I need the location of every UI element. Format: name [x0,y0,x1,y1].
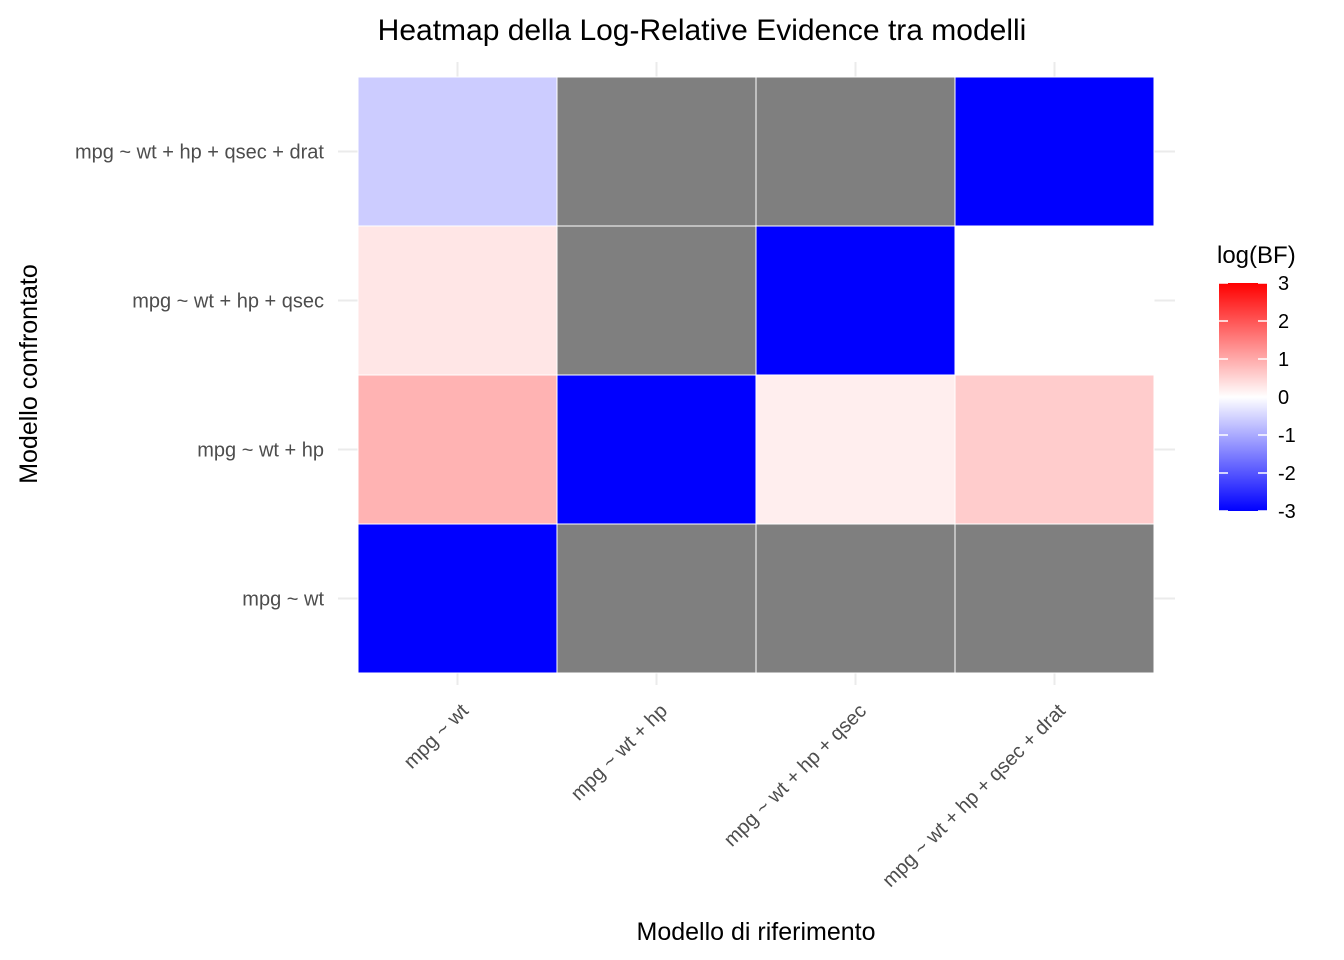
heatmap-cell [755,76,956,227]
legend: log(BF) 3 2 1 0 -1 -2 -3 [1217,242,1296,523]
heatmap-cell [954,225,1155,376]
y-tick-label: mpg ~ wt [242,589,324,611]
heatmap-cell [954,374,1155,525]
legend-tick-label: 1 [1278,349,1289,371]
legend-title: log(BF) [1217,242,1296,269]
x-axis-title: Modello di riferimento [637,918,876,946]
legend-ticks: 3 2 1 0 -1 -2 -3 [1219,273,1296,523]
heatmap-cell [755,523,956,674]
x-tick-label: mpg ~ wt + hp + qsec + drat [878,700,1070,892]
heatmap-cell [556,374,757,525]
heatmap-cell [357,225,558,376]
legend-tick-label: 3 [1278,273,1289,295]
heatmap-cell [556,225,757,376]
heatmap-cell [954,523,1155,674]
legend-tick-label: -3 [1278,501,1296,523]
y-tick-label: mpg ~ wt + hp + qsec + drat [75,142,324,164]
legend-tick-label: 2 [1278,311,1289,333]
y-tick-labels: mpg ~ wt mpg ~ wt + hp mpg ~ wt + hp + qse… [75,142,324,611]
heatmap-cell [357,76,558,227]
x-tick-label: mpg ~ wt + hp [567,700,672,805]
heatmap-cells [357,76,1155,674]
heatmap-cell [357,523,558,674]
y-axis-title: Modello confrontato [15,264,43,484]
heatmap-cell [556,76,757,227]
x-tick-label: mpg ~ wt + hp + qsec [720,700,871,851]
legend-tick-label: 0 [1278,387,1289,409]
heatmap-cell [556,523,757,674]
heatmap-cell [357,374,558,525]
y-tick-label: mpg ~ wt + hp + qsec [132,291,324,313]
chart-title: Heatmap della Log-Relative Evidence tra … [378,14,1027,47]
legend-tick-label: -1 [1278,425,1296,447]
heatmap-cell [954,76,1155,227]
x-tick-label: mpg ~ wt [400,700,474,774]
y-tick-label: mpg ~ wt + hp [197,440,324,462]
legend-tick-label: -2 [1278,463,1296,485]
heatmap-cell [755,225,956,376]
heatmap-cell [755,374,956,525]
x-tick-labels: mpg ~ wt mpg ~ wt + hp mpg ~ wt + hp + qse… [400,700,1071,892]
